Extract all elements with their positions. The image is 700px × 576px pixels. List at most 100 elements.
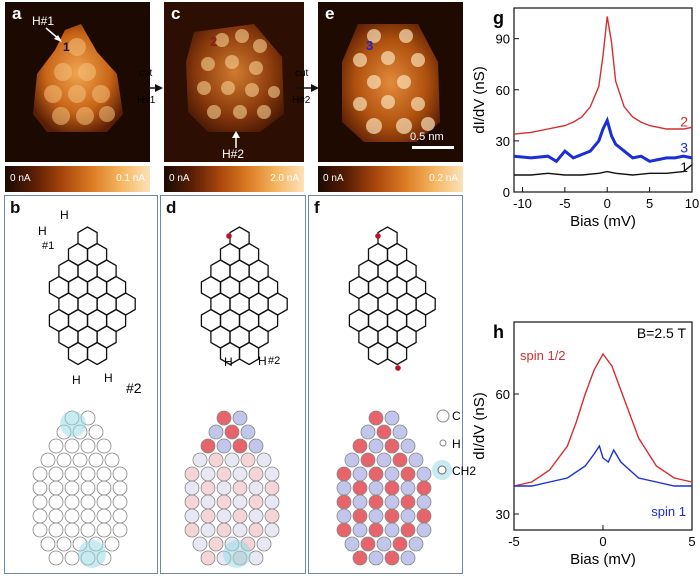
cut-arrow-1 — [137, 84, 163, 92]
panel-label-a: a — [12, 4, 22, 23]
lattice-b-atom — [80, 438, 96, 454]
lattice-f-atom — [384, 550, 400, 566]
lattice-f-atom — [392, 536, 408, 552]
lattice-f-atom — [400, 522, 416, 538]
lattice-b-atom — [104, 452, 120, 468]
panel-label-c: c — [171, 4, 181, 23]
panel-label-g: g — [493, 8, 504, 28]
colorbar-a-max: 0.1 nA — [116, 173, 145, 184]
lattice-d-atom — [208, 424, 224, 440]
lattice-f-atom — [416, 522, 432, 538]
chart-h-series-spin12 — [513, 352, 693, 487]
lattice-b-atom — [48, 522, 64, 538]
lattice-f-atom — [376, 424, 392, 440]
b-h-left: H — [38, 224, 47, 238]
structure-f-ring — [386, 341, 408, 366]
chart-g-xtick-label: -5 — [559, 196, 571, 211]
lattice-d-atom — [232, 438, 248, 454]
b-tag-1: #1 — [42, 240, 55, 252]
chart-h-series-spin1 — [514, 444, 692, 487]
chart-g-series-label: 2 — [680, 113, 688, 129]
h2-arrow — [232, 131, 240, 148]
radical-dot-f-bottom — [395, 365, 401, 371]
d-tag-2: #2 — [268, 355, 281, 367]
chart-h-legend-spin-one: spin 1 — [651, 504, 686, 519]
arrow2-top: cut — [295, 68, 309, 79]
panel-label-e: e — [325, 4, 335, 23]
chart-g-series-3 — [513, 116, 693, 164]
chart-h-ytick-label: 60 — [496, 387, 510, 402]
lattice-f-atom — [360, 424, 376, 440]
colorbar-e-min: 0 nA — [323, 173, 344, 184]
chart-g-xtick-label: 5 — [646, 196, 653, 211]
lattice-b-atom — [96, 438, 112, 454]
chart-h-xtick-label: 5 — [688, 534, 695, 549]
lattice-b-atom — [40, 452, 56, 468]
site-3-label: 3 — [366, 38, 374, 53]
chart-g-frame — [513, 7, 693, 193]
lattice-d-atom — [256, 536, 272, 552]
structure-b — [48, 226, 136, 366]
b-h-bottom-right: H — [104, 371, 113, 385]
structure-f — [348, 226, 436, 366]
structure-d-ring — [238, 341, 260, 366]
lattice-d-atom — [240, 424, 256, 440]
b-h-top: H — [60, 208, 69, 222]
lattice-b-atom — [88, 452, 104, 468]
legend-c: C — [452, 409, 461, 423]
lattice-d-atom — [216, 438, 232, 454]
panel-b-box — [4, 195, 158, 574]
h1-annotation: H#1 — [32, 14, 55, 28]
lattice-f-atom — [368, 550, 384, 566]
lattice-f-atom — [392, 452, 408, 468]
radical-dot-d — [226, 233, 232, 239]
lattice-f-atom — [384, 522, 400, 538]
lattice-d-atom — [216, 522, 232, 538]
lattice-b-atom — [56, 536, 72, 552]
lattice-b-atom — [56, 452, 72, 468]
b-h-bottom-left: H — [72, 373, 81, 387]
lattice-f-atom — [352, 438, 368, 454]
lattice-f-atom — [384, 438, 400, 454]
lattice-d-atom — [200, 438, 216, 454]
lattice-b-atom — [48, 550, 64, 566]
legend-ch2: CH2 — [452, 464, 477, 478]
lattice-b-atom — [112, 522, 128, 538]
lattice-f-atom — [368, 522, 384, 538]
lattice-d-atom — [216, 410, 232, 426]
lattice-f-atom — [360, 452, 376, 468]
lattice-d-atom — [232, 410, 248, 426]
lattice-b-atom — [88, 424, 104, 440]
scalebar-label: 0.5 nm — [410, 131, 444, 143]
chart-h-field-annotation: B=2.5 T — [637, 325, 687, 341]
chart-g-xtick-label: 10 — [685, 196, 699, 211]
lattice-d-atom — [248, 522, 264, 538]
lattice-f-atom — [368, 438, 384, 454]
lattice-d-atom — [224, 452, 240, 468]
chart-g-ytick-label: 30 — [496, 134, 510, 149]
lattice-d-atom — [256, 452, 272, 468]
lattice-d-atom — [184, 522, 200, 538]
lattice-d-atom — [240, 452, 256, 468]
lattice-f-atom — [344, 536, 360, 552]
lattice-b-atom — [80, 522, 96, 538]
h2-annotation: H#2 — [222, 147, 245, 161]
lattice-d-atom — [264, 522, 280, 538]
chart-g-xlabel: Bias (mV) — [570, 213, 636, 230]
chart-h-frame — [513, 321, 693, 531]
lattice-d — [184, 410, 280, 566]
chart-g-series-2 — [513, 16, 693, 135]
chart-h-ytick-label: 30 — [496, 507, 510, 522]
lattice-b-atom — [64, 438, 80, 454]
legend-h: H — [452, 437, 461, 451]
site-2-label: 2 — [210, 34, 218, 49]
lattice-d-atom — [200, 550, 216, 566]
ch2-highlight-d — [223, 540, 251, 568]
stm-image-a — [5, 2, 150, 162]
chart-h-ylabel: dI/dV (nS) — [471, 392, 488, 460]
colorbar-a-min: 0 nA — [10, 173, 31, 184]
panel-label-f: f — [314, 198, 320, 217]
ch2-highlight-b-top — [60, 411, 86, 437]
scalebar — [412, 146, 454, 149]
